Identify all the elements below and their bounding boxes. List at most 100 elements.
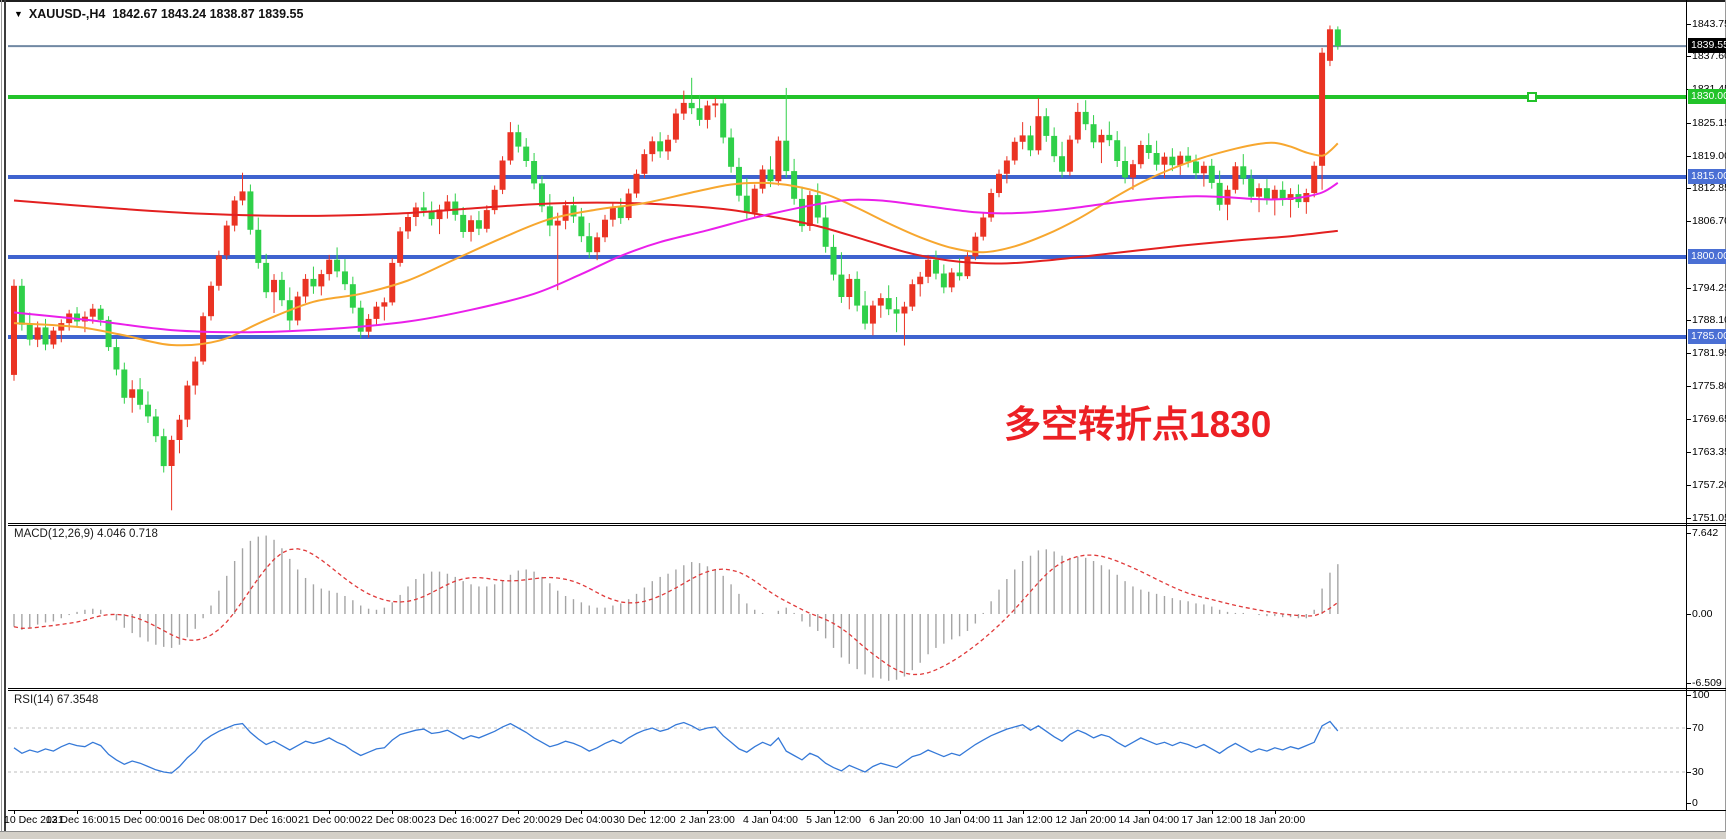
candle-body [420,207,427,211]
axis-tick [1686,123,1691,124]
axis-tick [1686,419,1691,420]
candle-body [263,262,270,293]
candle-body [696,108,703,120]
candle-body [452,201,459,215]
candles-group [11,25,1341,511]
candle-body [373,306,380,319]
window-left-border-outer [1,0,2,839]
candle-body [720,103,727,138]
candle-body [184,385,191,420]
axis-tick [1686,320,1691,321]
axis-tick [1686,288,1691,289]
candle-body [160,436,167,467]
axis-tick [1686,56,1691,57]
candle-body [1082,111,1089,125]
axis-tick [834,810,835,814]
candle-body [767,169,774,182]
candle-body [932,259,939,274]
time-tick-label: 21 Dec 00:00 [297,814,361,826]
candle-body [562,205,569,221]
candle-body [389,262,396,303]
candle-body [546,206,553,226]
symbol-ohlc-text: XAUUSD-,H4 1842.67 1843.24 1838.87 1839.… [28,7,304,21]
candle-body [278,279,285,301]
candle-body [680,102,687,114]
chart-annotation-text[interactable]: 多空转折点1830 [1004,404,1272,445]
candle-body [665,139,672,152]
candle-body [657,141,664,152]
price-level-badge: 1800.00 [1688,248,1726,264]
candle-body [751,188,758,213]
time-tick-label: 18 Jan 20:00 [1244,814,1306,826]
candle-body [570,205,577,217]
candle-body [34,327,41,340]
candle-body [152,416,159,437]
candle-body [144,404,151,417]
candle-body [759,169,766,189]
macd-rsi-divider[interactable] [8,688,1726,689]
candle-body [917,276,924,285]
candle-body [972,236,979,257]
symbol-dropdown-icon[interactable]: ▼ [14,9,23,19]
candle-body [357,307,364,332]
candle-body [602,219,608,238]
candle-body [1263,188,1270,199]
axis-tick [140,810,141,814]
candle-body [854,278,861,306]
candle-body [956,272,963,277]
candle-body [491,189,498,211]
axis-tick [1086,810,1087,814]
rsi-tick-label: 0 [1692,797,1698,809]
candle-body [523,146,530,161]
candle-body [1027,135,1034,151]
candle-body [1169,156,1176,166]
candle-body [617,206,624,219]
candle-body [869,305,876,324]
axis-tick [1686,772,1691,773]
macd-tick-label: 0.00 [1692,608,1713,620]
ma-magenta-line [13,182,1339,334]
candle-body [460,214,467,232]
candle-body [397,231,404,263]
candle-body [1319,52,1326,166]
axis-tick [203,810,204,814]
price-tick-label: 1775.80 [1692,380,1726,393]
price-axis-border [1686,0,1687,810]
price-tick-label: 1819.00 [1692,149,1726,162]
axis-tick [770,810,771,814]
candle-body [499,160,506,190]
candle-body [239,191,246,201]
candle-body [531,161,538,184]
candle-body [728,137,735,167]
macd-rsi-divider-2 [8,690,1726,691]
axis-tick [1023,810,1024,814]
candle-body [743,195,750,213]
candle-body [200,316,207,362]
current-price-badge: 1839.55 [1688,38,1726,54]
candle-body [885,298,892,310]
main-macd-divider[interactable] [8,523,1726,524]
candle-body [507,132,514,161]
candle-body [1311,165,1318,193]
candle-body [1240,166,1247,179]
candle-body [838,274,845,297]
candle-body [334,259,341,272]
candle-body [578,216,585,237]
candle-body [783,140,790,172]
candle-body [1177,155,1184,166]
candle-body [1185,155,1192,162]
price-level-badge: 1815.00 [1688,168,1726,184]
candle-body [1334,29,1341,46]
candle-body [428,210,435,220]
rsi-tick-label: 100 [1692,689,1710,701]
time-tick-label: 15 Dec 00:00 [108,814,172,826]
candle-body [515,132,522,147]
candle-body [877,298,884,306]
time-tick-label: 13 Dec 16:00 [45,814,109,826]
axis-tick [1686,188,1691,189]
price-level-badge: 1830.00 [1688,89,1726,104]
time-tick-label: 14 Jan 04:00 [1118,814,1180,826]
axis-tick [897,810,898,814]
